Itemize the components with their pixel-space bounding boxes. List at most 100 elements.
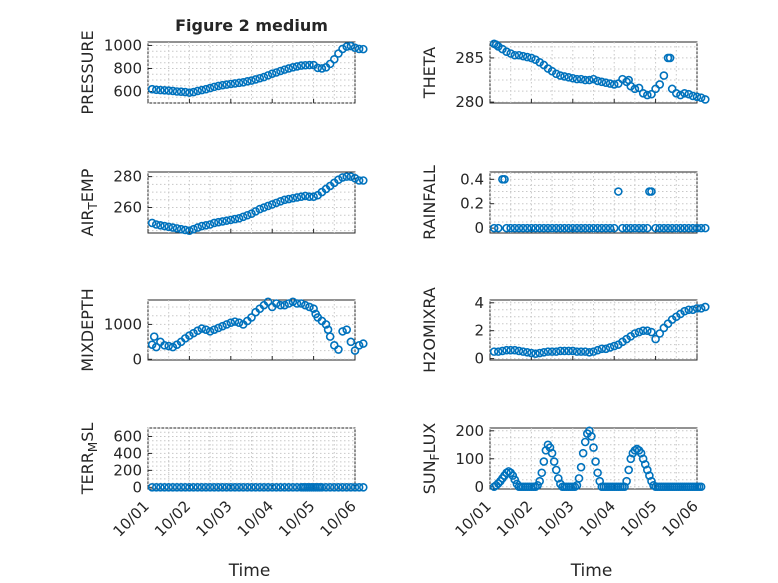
chart-title: Figure 2 medium xyxy=(175,16,328,35)
data-point xyxy=(292,299,302,308)
data-point xyxy=(263,297,273,307)
data-point xyxy=(218,483,227,492)
y-tick-label: 100 xyxy=(455,450,484,468)
data-point xyxy=(317,64,327,73)
data-point xyxy=(354,176,364,185)
data-point xyxy=(688,305,698,315)
data-point xyxy=(205,220,215,229)
y-tick-label: 280 xyxy=(113,168,142,186)
y-tick-label: 600 xyxy=(113,82,142,100)
y-axis-label: H2OMIXRA xyxy=(420,287,439,373)
data-point xyxy=(151,85,161,95)
plot-area xyxy=(147,299,356,361)
data-point xyxy=(549,457,559,466)
x-tick-label: 10/02 xyxy=(493,497,536,540)
data-point xyxy=(510,345,520,355)
data-point xyxy=(309,304,318,314)
data-point xyxy=(502,223,511,233)
data-point xyxy=(626,223,636,233)
data-point xyxy=(535,476,544,486)
data-point xyxy=(539,457,549,466)
data-point xyxy=(151,220,161,229)
data-point xyxy=(589,443,598,452)
data-point xyxy=(147,84,157,94)
data-point xyxy=(160,221,169,231)
y-axis-label: RAINFALL xyxy=(420,165,439,240)
data-point xyxy=(180,225,190,235)
data-point xyxy=(197,483,207,492)
data-point xyxy=(696,482,706,492)
data-point xyxy=(267,69,277,78)
data-point xyxy=(334,345,343,354)
y-tick-label: 0.2 xyxy=(460,195,484,213)
data-point xyxy=(358,339,368,348)
data-point xyxy=(624,465,633,475)
y-tick-label: 0 xyxy=(474,478,484,496)
data-point xyxy=(247,76,256,85)
data-point xyxy=(537,468,547,478)
data-point xyxy=(696,304,706,313)
data-point xyxy=(510,475,520,485)
data-point xyxy=(551,347,561,356)
data-point xyxy=(601,78,611,87)
data-point xyxy=(568,346,578,356)
data-point xyxy=(580,437,590,447)
data-point xyxy=(160,483,169,492)
data-point xyxy=(518,51,528,61)
data-point xyxy=(589,74,598,84)
data-point xyxy=(301,300,310,310)
data-point xyxy=(605,223,615,233)
data-point xyxy=(218,321,227,331)
data-point xyxy=(647,89,656,99)
data-point xyxy=(700,302,710,312)
data-point xyxy=(201,325,211,334)
data-point xyxy=(527,348,536,358)
x-tick-label: 10/04 xyxy=(234,497,277,540)
data-point xyxy=(334,483,343,492)
x-tick-label: 10/06 xyxy=(317,497,360,540)
data-point xyxy=(350,43,360,53)
data-point xyxy=(506,345,516,355)
data-point xyxy=(659,223,669,233)
data-point xyxy=(688,91,698,101)
data-point xyxy=(338,483,347,492)
data-point xyxy=(647,476,656,486)
data-point xyxy=(651,223,660,233)
data-point xyxy=(226,215,236,225)
data-point xyxy=(522,223,532,233)
data-point xyxy=(346,337,356,347)
data-point xyxy=(593,345,602,355)
data-point xyxy=(197,221,207,231)
data-point xyxy=(643,326,652,335)
data-point xyxy=(591,457,600,466)
data-point xyxy=(358,44,368,54)
data-point xyxy=(172,87,182,96)
data-point xyxy=(493,347,503,356)
data-point xyxy=(342,483,352,492)
data-point xyxy=(284,299,294,308)
y-tick-label: 1000 xyxy=(104,36,142,54)
data-point xyxy=(700,223,710,233)
y-tick-label: 260 xyxy=(113,199,142,217)
data-point xyxy=(234,483,244,492)
data-point xyxy=(531,223,540,233)
data-point xyxy=(189,87,198,97)
data-point xyxy=(574,474,584,483)
data-point xyxy=(251,207,260,216)
data-point xyxy=(601,223,611,233)
data-point xyxy=(292,62,302,71)
x-tick-label: 10/02 xyxy=(151,497,194,540)
data-point xyxy=(688,223,698,233)
data-point xyxy=(272,198,281,208)
x-tick-label: 10/05 xyxy=(617,497,660,540)
data-point xyxy=(172,224,182,233)
data-point xyxy=(506,223,516,233)
data-point xyxy=(305,302,314,312)
data-point xyxy=(280,300,289,310)
data-point xyxy=(280,195,289,205)
data-point xyxy=(168,483,178,492)
data-point xyxy=(156,85,165,95)
y-axis-label: MIXDEPTH xyxy=(78,288,97,371)
subplot-rainfall: 0 0.2 0.4 RAINFALL xyxy=(420,165,710,240)
